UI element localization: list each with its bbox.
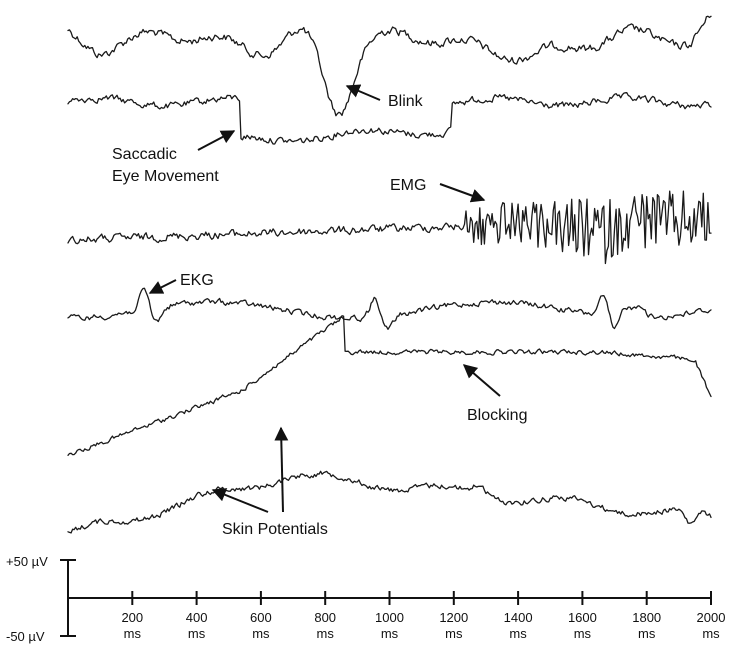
blink-label: Blink (388, 93, 424, 110)
time-tick-unit: ms (638, 626, 656, 641)
scale-bar: +50 µV -50 µV (6, 554, 76, 644)
saccade-arrow (197, 130, 236, 151)
time-tick-label: 1600 (568, 610, 597, 625)
emg-trace (67, 190, 712, 265)
time-tick-label: 600 (250, 610, 272, 625)
annotation-labels: Blink Saccadic Eye Movement EMG EKG Bloc… (112, 93, 527, 538)
scale-bottom-label: -50 µV (6, 629, 45, 644)
time-tick-unit: ms (702, 626, 720, 641)
time-tick-unit: ms (381, 626, 399, 641)
time-tick-label: 800 (314, 610, 336, 625)
blocking-label: Blocking (467, 407, 527, 424)
time-tick-unit: ms (509, 626, 527, 641)
time-tick-label: 200 (121, 610, 143, 625)
time-tick-label: 2000 (697, 610, 726, 625)
time-tick-unit: ms (252, 626, 270, 641)
ekg-label: EKG (180, 272, 214, 289)
time-axis: 200ms400ms600ms800ms1000ms1200ms1400ms16… (68, 591, 725, 641)
skin-arrow-right (274, 426, 289, 513)
blink-arrow (345, 84, 381, 101)
time-tick-unit: ms (574, 626, 592, 641)
skin-potentials-label: Skin Potentials (222, 521, 328, 538)
saccade-label-line2: Eye Movement (112, 168, 219, 185)
time-tick-unit: ms (188, 626, 206, 641)
skin-arrow-left (211, 488, 269, 513)
time-tick-label: 1800 (632, 610, 661, 625)
saccade-trace (67, 92, 712, 145)
scale-top-label: +50 µV (6, 554, 48, 569)
blocking-trace (67, 315, 712, 456)
skin-potential-trace (67, 470, 712, 534)
time-tick-label: 1400 (504, 610, 533, 625)
ekg-arrow (148, 279, 177, 294)
blocking-arrow (462, 364, 501, 397)
saccade-label-line1: Saccadic (112, 146, 177, 163)
emg-label: EMG (390, 177, 426, 194)
blink-trace (67, 15, 712, 117)
time-tick-unit: ms (445, 626, 463, 641)
time-tick-label: 1000 (375, 610, 404, 625)
time-tick-label: 400 (186, 610, 208, 625)
time-tick-label: 1200 (439, 610, 468, 625)
emg-arrow (439, 183, 486, 203)
time-tick-unit: ms (124, 626, 142, 641)
annotation-arrows (148, 84, 501, 513)
ekg-trace (67, 287, 712, 330)
time-tick-unit: ms (317, 626, 335, 641)
traces (67, 15, 712, 534)
